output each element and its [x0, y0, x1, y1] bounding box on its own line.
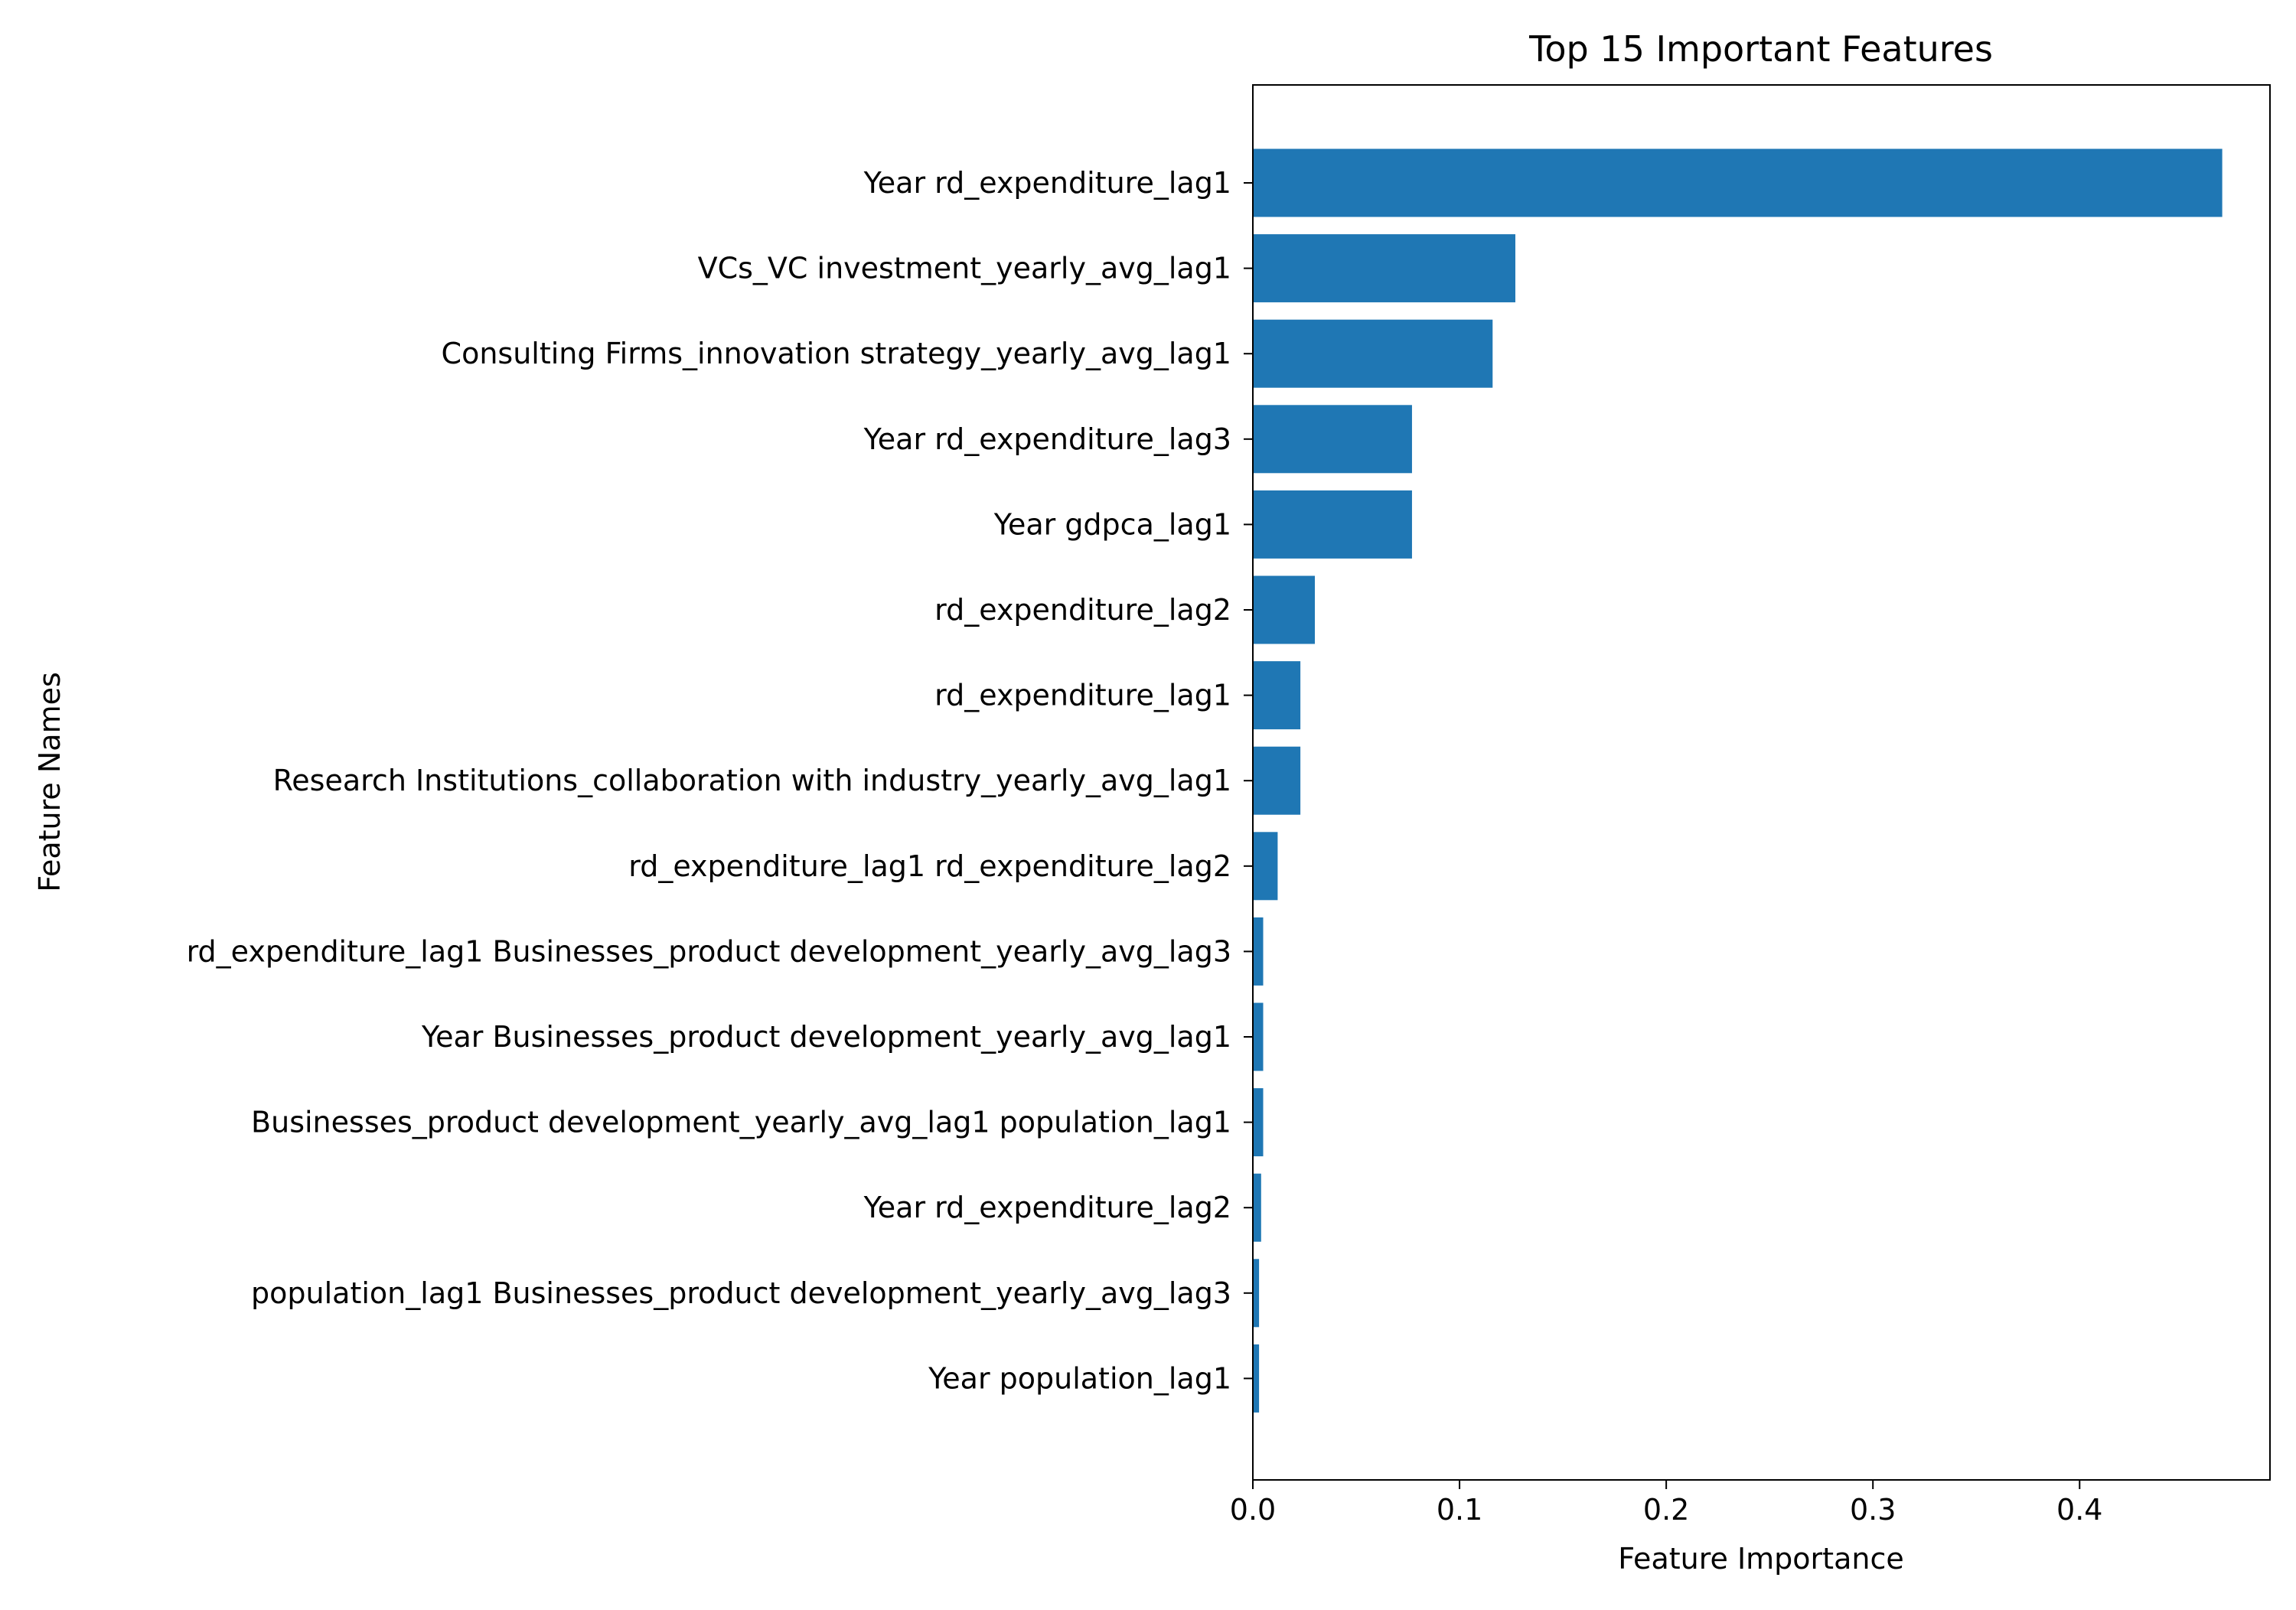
x-tick-label-1: 0.0: [1230, 1493, 1276, 1527]
y-tick-label-7: rd_expenditure_lag1: [934, 679, 1231, 712]
y-tick-label-14: population_lag1 Businesses_product devel…: [251, 1276, 1231, 1310]
x-ticks-layer: 0.0 0.1 0.2 0.3 0.4: [1230, 1480, 2102, 1527]
y-tick-label-3: Consulting Firms_innovation strategy_yea…: [442, 337, 1231, 370]
x-tick-label-4: 0.3: [1850, 1493, 1896, 1527]
x-tick-label-5: 0.4: [2056, 1493, 2102, 1527]
y-tick-label-6: rd_expenditure_lag2: [934, 593, 1231, 627]
y-axis-label: Feature Names: [33, 672, 67, 892]
y-tick-label-15: Year population_lag1: [928, 1361, 1231, 1395]
bar-7: [1253, 661, 1301, 730]
y-tick-label-9: rd_expenditure_lag1 rd_expenditure_lag2: [628, 849, 1231, 883]
bar-10: [1253, 917, 1264, 986]
bar-12: [1253, 1088, 1264, 1157]
y-tick-label-11: Year Businesses_product development_year…: [421, 1020, 1231, 1054]
bar-9: [1253, 832, 1278, 901]
y-tick-label-4: Year rd_expenditure_lag3: [863, 422, 1231, 456]
y-tick-label-12: Businesses_product development_yearly_av…: [251, 1106, 1231, 1139]
bar-2: [1253, 234, 1515, 303]
x-axis-label: Feature Importance: [1618, 1542, 1903, 1576]
bar-11: [1253, 1002, 1264, 1071]
y-ticks-layer: Year rd_expenditure_lag1 VCs_VC investmen…: [187, 166, 1253, 1395]
bars-layer: [1253, 148, 2223, 1413]
bar-1: [1253, 148, 2223, 217]
x-tick-label-2: 0.1: [1437, 1493, 1482, 1527]
y-tick-label-2: VCs_VC investment_yearly_avg_lag1: [698, 252, 1231, 285]
bar-8: [1253, 746, 1301, 815]
bar-14: [1253, 1259, 1260, 1328]
y-tick-label-1: Year rd_expenditure_lag1: [863, 166, 1231, 200]
bar-13: [1253, 1173, 1261, 1242]
bar-3: [1253, 319, 1493, 388]
chart-title: Top 15 Important Features: [1528, 28, 1993, 70]
bar-5: [1253, 490, 1412, 559]
bar-6: [1253, 575, 1316, 644]
y-tick-label-8: Research Institutions_collaboration with…: [273, 764, 1231, 797]
y-tick-label-10: rd_expenditure_lag1 Businesses_product d…: [187, 934, 1231, 968]
bar-15: [1253, 1344, 1260, 1413]
plot-frame: [1252, 84, 2271, 1481]
y-tick-label-13: Year rd_expenditure_lag2: [863, 1191, 1231, 1224]
bar-4: [1253, 405, 1412, 474]
x-tick-label-3: 0.2: [1643, 1493, 1689, 1527]
y-tick-label-5: Year gdpca_lag1: [993, 507, 1231, 541]
